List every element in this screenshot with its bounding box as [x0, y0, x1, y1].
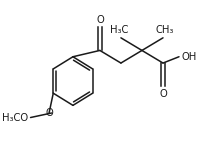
Text: CH₃: CH₃	[155, 25, 174, 35]
Text: O: O	[159, 89, 167, 99]
Text: O: O	[45, 108, 53, 118]
Text: O: O	[96, 15, 104, 25]
Text: H₃C: H₃C	[110, 25, 128, 35]
Text: H₃CO: H₃CO	[2, 113, 28, 123]
Text: OH: OH	[181, 52, 197, 62]
